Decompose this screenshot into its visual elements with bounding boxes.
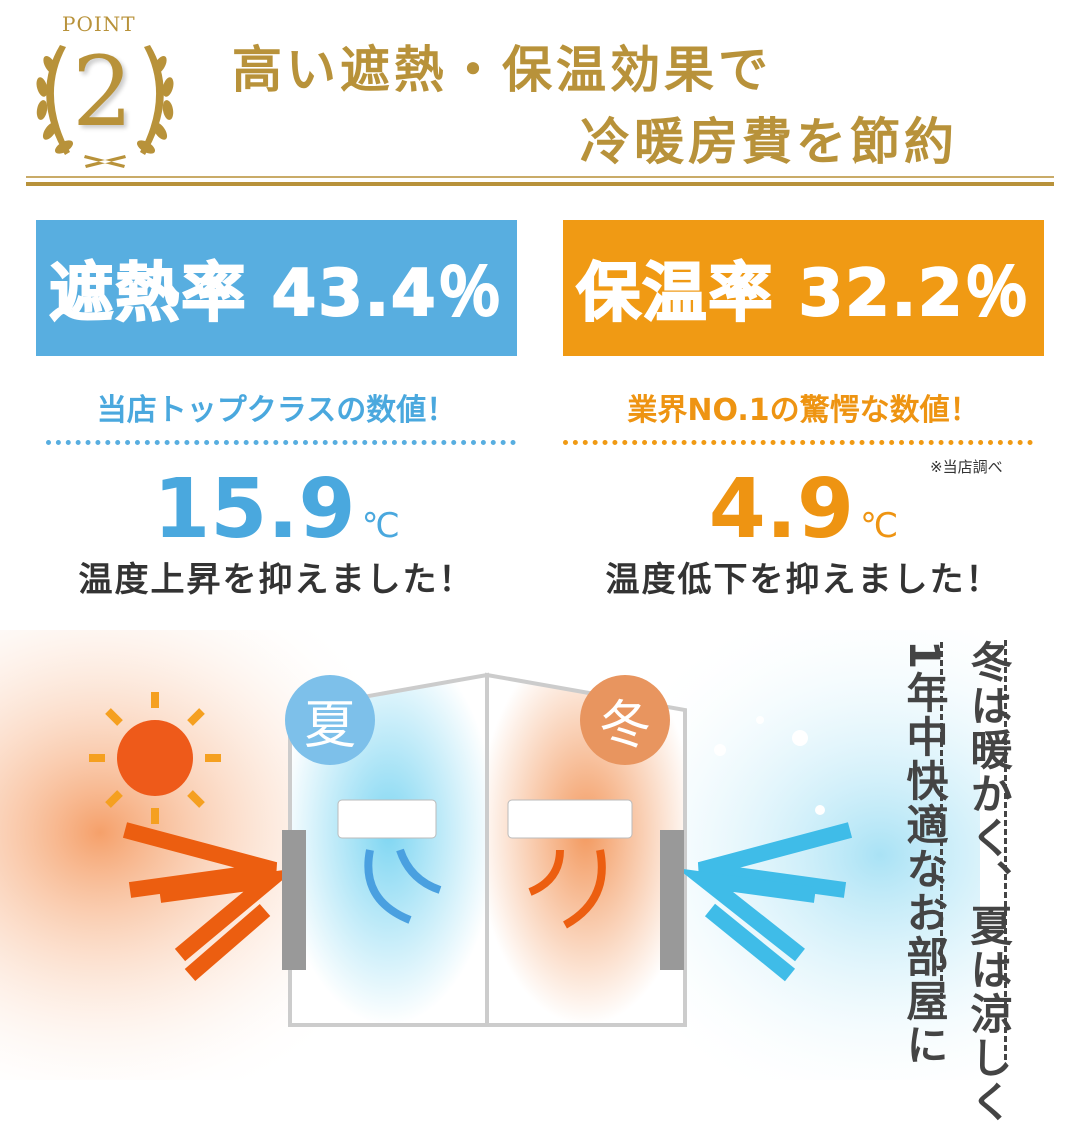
tagline-line2: 1年中快適なお部屋に bbox=[900, 640, 949, 1068]
right-dotted-divider bbox=[563, 440, 1033, 445]
laurel-wreath-icon bbox=[36, 45, 174, 168]
winter-badge bbox=[580, 675, 670, 765]
heat-shield-rate-box: 遮熱率 43.4％ bbox=[36, 220, 517, 356]
headline-line2: 冷暖房費を節約 bbox=[580, 112, 958, 171]
right-result: 温度低下を抑えました！ bbox=[605, 560, 1002, 600]
point-label: POINT bbox=[62, 12, 136, 36]
right-temperature: 4.9 ℃ bbox=[563, 462, 1044, 557]
heat-retention-rate: 保温率 32.2％ bbox=[575, 256, 1031, 332]
summer-label: 夏 bbox=[303, 696, 356, 756]
left-result: 温度上昇を抑えました！ bbox=[78, 560, 475, 600]
left-temperature: 15.9 ℃ bbox=[36, 462, 517, 557]
right-temp-unit: ℃ bbox=[860, 506, 899, 546]
house-illustration bbox=[0, 630, 980, 1080]
curtain-left bbox=[282, 830, 306, 970]
winter-label: 冬 bbox=[598, 696, 651, 756]
heat-retention-rate-box: 保温率 32.2％ bbox=[563, 220, 1044, 356]
curtain-right bbox=[660, 830, 684, 970]
cold-arrows bbox=[677, 822, 853, 982]
tagline-line1: 冬は暖かく、夏は涼しく bbox=[964, 640, 1013, 1124]
heat-arrows bbox=[122, 822, 297, 982]
left-temp-unit: ℃ bbox=[361, 506, 400, 546]
dashed-line-left bbox=[940, 642, 943, 1017]
point-number: 2 bbox=[72, 36, 134, 148]
left-subtitle: 当店トップクラスの数値！ bbox=[96, 393, 457, 428]
summer-badge bbox=[285, 675, 375, 765]
left-temp-value: 15.9 bbox=[153, 462, 356, 557]
gold-divider bbox=[26, 176, 1054, 186]
sun-icon bbox=[89, 692, 221, 824]
headline-line1: 高い遮熱・保温効果で bbox=[232, 40, 772, 99]
heat-shield-rate: 遮熱率 43.4％ bbox=[48, 256, 504, 332]
right-subtitle: 業界NO.1の驚愕な数値！ bbox=[627, 393, 980, 428]
left-dotted-divider bbox=[46, 440, 516, 445]
air-conditioner-icon bbox=[337, 799, 633, 839]
dashed-line-right bbox=[1004, 640, 1007, 1060]
right-temp-value: 4.9 bbox=[708, 462, 855, 557]
survey-note: ※当店調べ bbox=[930, 458, 1003, 476]
